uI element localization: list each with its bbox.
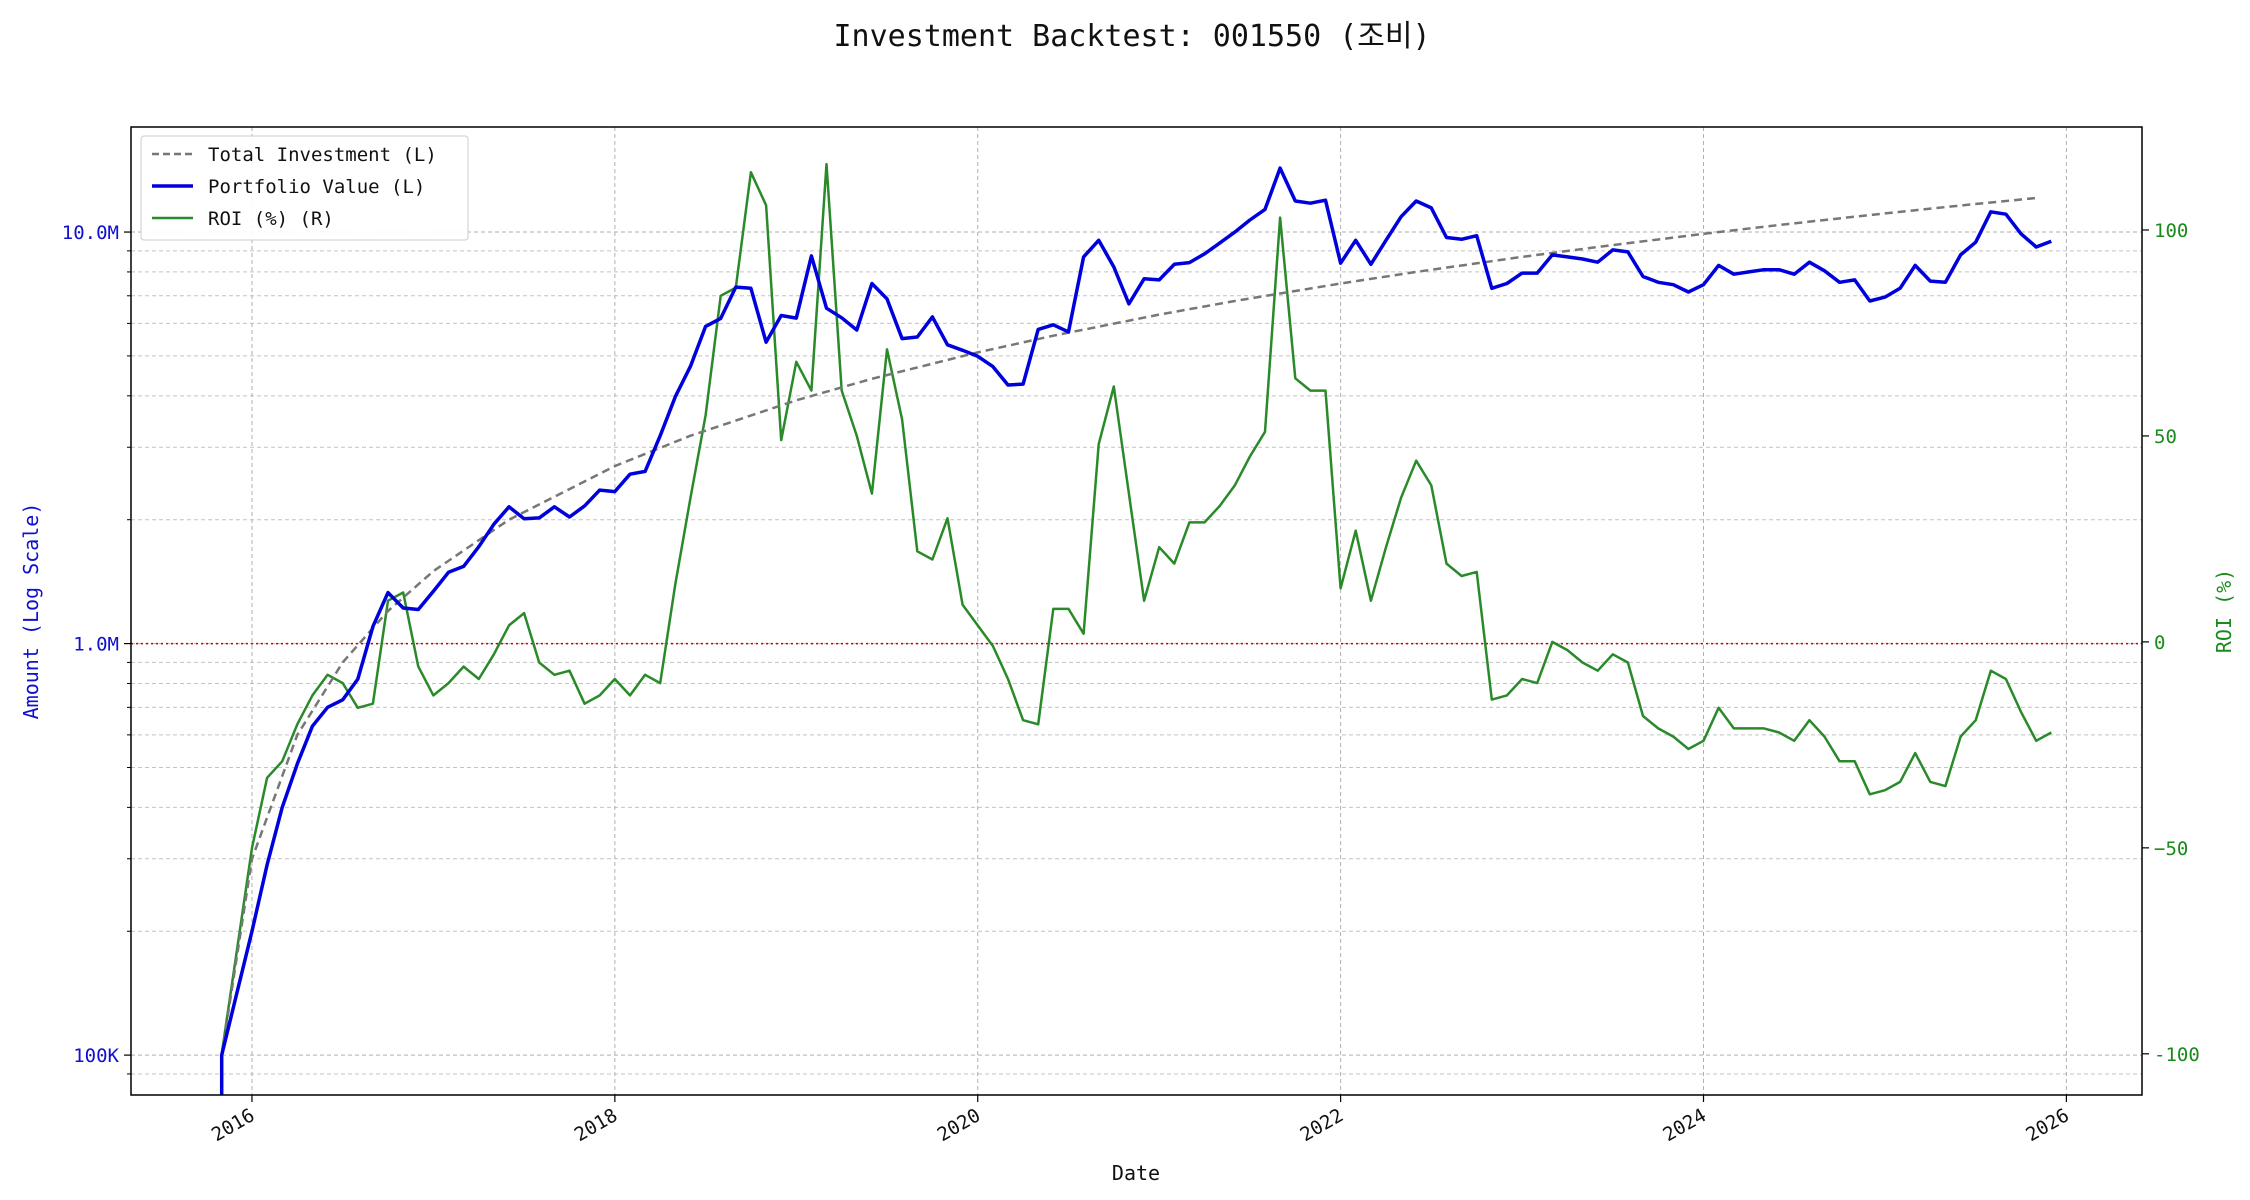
series-line-total-investment xyxy=(220,196,2037,1056)
legend-label-roi: ROI (%) (R) xyxy=(208,208,334,230)
x-tick-label: 2018 xyxy=(571,1104,622,1146)
y-right-tick-label: −50 xyxy=(2154,838,2188,860)
y-axis-right-label: ROI (%) xyxy=(2212,569,2236,653)
x-tick-label: 2024 xyxy=(1659,1104,1710,1146)
series-line-roi xyxy=(220,162,2052,1054)
chart-title: Investment Backtest: 001550 (조비) xyxy=(833,19,1430,54)
y-right-tick-label: 50 xyxy=(2154,426,2177,448)
y-axis-right: -100 −50 0 50 100 xyxy=(2142,220,2200,1066)
legend-label-total-investment: Total Investment (L) xyxy=(208,144,437,166)
x-tick-label: 2022 xyxy=(1296,1104,1347,1146)
y-left-tick-label: 1.0M xyxy=(73,634,119,656)
x-axis-label: Date xyxy=(1112,1161,1160,1185)
series-group xyxy=(219,162,2052,1095)
legend: Total Investment (L) Portfolio Value (L)… xyxy=(140,135,469,241)
series-line-portfolio-value xyxy=(219,166,2052,1095)
x-tick-label: 2026 xyxy=(2022,1104,2073,1146)
plot-area-frame xyxy=(130,126,2143,1096)
y-left-tick-label: 100K xyxy=(73,1045,119,1067)
legend-box xyxy=(140,135,469,241)
legend-label-portfolio-value: Portfolio Value (L) xyxy=(208,176,425,198)
y-axis-left: 100K 1.0M 10.0M xyxy=(62,222,131,1075)
y-right-tick-label: 0 xyxy=(2154,632,2165,654)
x-axis: 2016 2018 2020 2022 2024 2026 xyxy=(208,1095,2073,1146)
x-tick-label: 2016 xyxy=(208,1104,259,1146)
x-tick-label: 2020 xyxy=(934,1104,985,1146)
y-left-tick-label: 10.0M xyxy=(62,222,119,244)
y-right-tick-label: -100 xyxy=(2154,1044,2200,1066)
y-right-tick-label: 100 xyxy=(2154,220,2188,242)
y-axis-left-label: Amount (Log Scale) xyxy=(19,503,43,720)
grid xyxy=(131,127,2142,1095)
